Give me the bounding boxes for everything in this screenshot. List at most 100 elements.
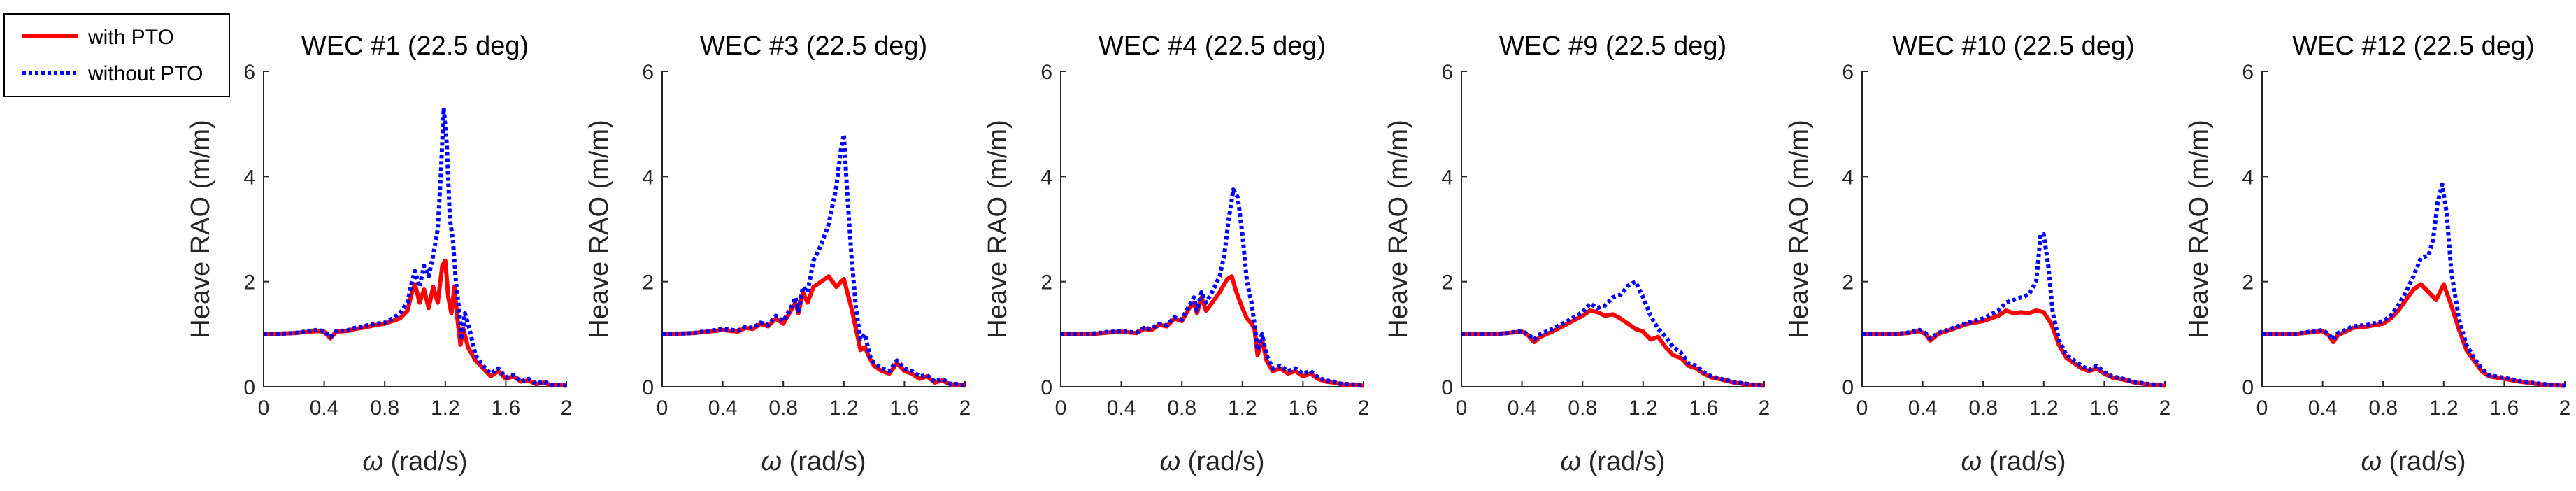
y-tick-label: 4 xyxy=(1040,166,1052,189)
x-tick-label: 1.6 xyxy=(492,397,521,420)
subplot-2: WEC #3 (22.5 deg) Heave RAO (m/m) ω (rad/s… xyxy=(585,31,971,476)
x-tick-label: 0.8 xyxy=(768,397,798,420)
x-tick-label: 1.2 xyxy=(2029,397,2059,420)
subplot-title: WEC #1 (22.5 deg) xyxy=(301,31,529,61)
series-line-without-pto xyxy=(661,132,966,387)
series-line-with-pto xyxy=(263,258,567,388)
x-tick-label: 2 xyxy=(561,397,573,420)
y-tick-label: 2 xyxy=(1842,271,1854,294)
y-tick-label: 0 xyxy=(642,376,654,399)
x-tick-label: 1.2 xyxy=(431,397,460,420)
legend-label-with-pto: with PTO xyxy=(87,26,174,49)
x-axis-symbol: ω xyxy=(1160,447,1181,476)
x-tick-label: 0.4 xyxy=(2308,397,2338,420)
y-axis-label: Heave RAO (m/m) xyxy=(983,120,1012,338)
x-tick-label: 0 xyxy=(1055,397,1067,420)
x-axis-unit: (rad/s) xyxy=(782,447,866,476)
x-axis-symbol: ω xyxy=(363,447,384,476)
y-tick-label: 6 xyxy=(1842,61,1854,84)
y-axis-label: Heave RAO (m/m) xyxy=(1384,120,1413,338)
series-line-without-pto xyxy=(263,106,567,388)
y-tick-label: 0 xyxy=(243,376,255,399)
y-tick-label: 6 xyxy=(1040,61,1052,84)
x-tick-label: 0.8 xyxy=(1568,397,1597,420)
subplot-title: WEC #12 (22.5 deg) xyxy=(2292,31,2534,61)
y-tick-label: 4 xyxy=(1842,166,1854,189)
subplot-3: WEC #4 (22.5 deg) Heave RAO (m/m) ω (rad/s… xyxy=(983,31,1369,476)
x-tick-label: 0 xyxy=(1856,397,1868,420)
x-tick-label: 1.6 xyxy=(890,397,920,420)
x-tick-label: 1.6 xyxy=(2090,397,2119,420)
y-tick-label: 2 xyxy=(243,271,255,294)
y-tick-label: 4 xyxy=(642,166,654,189)
subplot-4: WEC #9 (22.5 deg) Heave RAO (m/m) ω (rad/s… xyxy=(1384,31,1770,476)
x-tick-label: 1.2 xyxy=(2429,397,2459,420)
y-tick-label: 0 xyxy=(2242,376,2254,399)
x-axis-label: ω (rad/s) xyxy=(1160,447,1265,476)
x-axis-label: ω (rad/s) xyxy=(363,447,468,476)
subplot-title: WEC #3 (22.5 deg) xyxy=(700,31,927,61)
x-tick-label: 2 xyxy=(1759,397,1770,420)
x-tick-label: 1.2 xyxy=(1228,397,1257,420)
subplot-title: WEC #9 (22.5 deg) xyxy=(1499,31,1726,61)
subplot-title: WEC #10 (22.5 deg) xyxy=(1892,31,2134,61)
x-axis-unit: (rad/s) xyxy=(1982,447,2066,476)
x-tick-label: 0.8 xyxy=(1968,397,1998,420)
legend: with PTO without PTO xyxy=(3,13,230,97)
x-tick-label: 1.6 xyxy=(1689,397,1719,420)
subplots: WEC #1 (22.5 deg) Heave RAO (m/m) ω (rad/s… xyxy=(186,31,2570,476)
x-tick-label: 0.4 xyxy=(1508,397,1537,420)
x-axis-unit: (rad/s) xyxy=(1581,447,1665,476)
y-tick-label: 0 xyxy=(1040,376,1052,399)
series-line-without-pto xyxy=(1060,187,1364,387)
subplot-title: WEC #4 (22.5 deg) xyxy=(1099,31,1326,61)
series-line-with-pto xyxy=(1461,308,1765,388)
x-axis-symbol: ω xyxy=(761,447,782,476)
x-tick-label: 0.4 xyxy=(1107,397,1136,420)
x-axis-symbol: ω xyxy=(1961,447,1982,476)
x-axis-symbol: ω xyxy=(1561,447,1582,476)
x-tick-label: 0.4 xyxy=(310,397,339,420)
legend-label-without-pto: without PTO xyxy=(87,62,203,85)
x-axis-unit: (rad/s) xyxy=(2382,447,2466,476)
x-tick-label: 1.2 xyxy=(829,397,859,420)
x-axis-label: ω (rad/s) xyxy=(1961,447,2066,476)
series-line-with-pto xyxy=(1862,308,2166,388)
subplot-6: WEC #12 (22.5 deg) Heave RAO (m/m) ω (rad/… xyxy=(2184,31,2570,476)
series-line-without-pto xyxy=(1862,232,2166,388)
series-line-without-pto xyxy=(1461,279,1765,388)
y-axis-label: Heave RAO (m/m) xyxy=(1784,120,1814,338)
y-tick-label: 2 xyxy=(642,271,654,294)
x-tick-label: 1.6 xyxy=(1289,397,1318,420)
y-tick-label: 2 xyxy=(1040,271,1052,294)
x-axis-unit: (rad/s) xyxy=(383,447,467,476)
x-tick-label: 0.4 xyxy=(1908,397,1938,420)
y-tick-label: 2 xyxy=(1441,271,1453,294)
x-tick-label: 0.8 xyxy=(370,397,399,420)
x-tick-label: 0.8 xyxy=(2368,397,2398,420)
series-line-with-pto xyxy=(1061,274,1364,388)
y-tick-label: 4 xyxy=(2242,166,2254,189)
y-tick-label: 6 xyxy=(642,61,654,84)
y-tick-label: 6 xyxy=(2242,61,2254,84)
x-tick-label: 0 xyxy=(657,397,668,420)
x-axis-unit: (rad/s) xyxy=(1180,447,1264,476)
x-tick-label: 1.2 xyxy=(1629,397,1658,420)
y-tick-label: 0 xyxy=(1842,376,1854,399)
y-tick-label: 6 xyxy=(243,61,255,84)
x-tick-label: 0 xyxy=(1456,397,1468,420)
y-tick-label: 4 xyxy=(243,166,255,189)
y-tick-label: 6 xyxy=(1441,61,1453,84)
y-tick-label: 4 xyxy=(1441,166,1453,189)
y-axis-label: Heave RAO (m/m) xyxy=(2184,120,2214,338)
y-tick-label: 2 xyxy=(2242,271,2254,294)
x-axis-label: ω (rad/s) xyxy=(1561,447,1666,476)
x-tick-label: 0 xyxy=(258,397,270,420)
y-tick-label: 0 xyxy=(1441,376,1453,399)
x-axis-label: ω (rad/s) xyxy=(2361,447,2466,476)
y-axis-label: Heave RAO (m/m) xyxy=(585,120,614,338)
subplot-1: WEC #1 (22.5 deg) Heave RAO (m/m) ω (rad/s… xyxy=(186,31,572,476)
series-line-with-pto xyxy=(2262,282,2566,388)
x-tick-label: 2 xyxy=(1358,397,1370,420)
